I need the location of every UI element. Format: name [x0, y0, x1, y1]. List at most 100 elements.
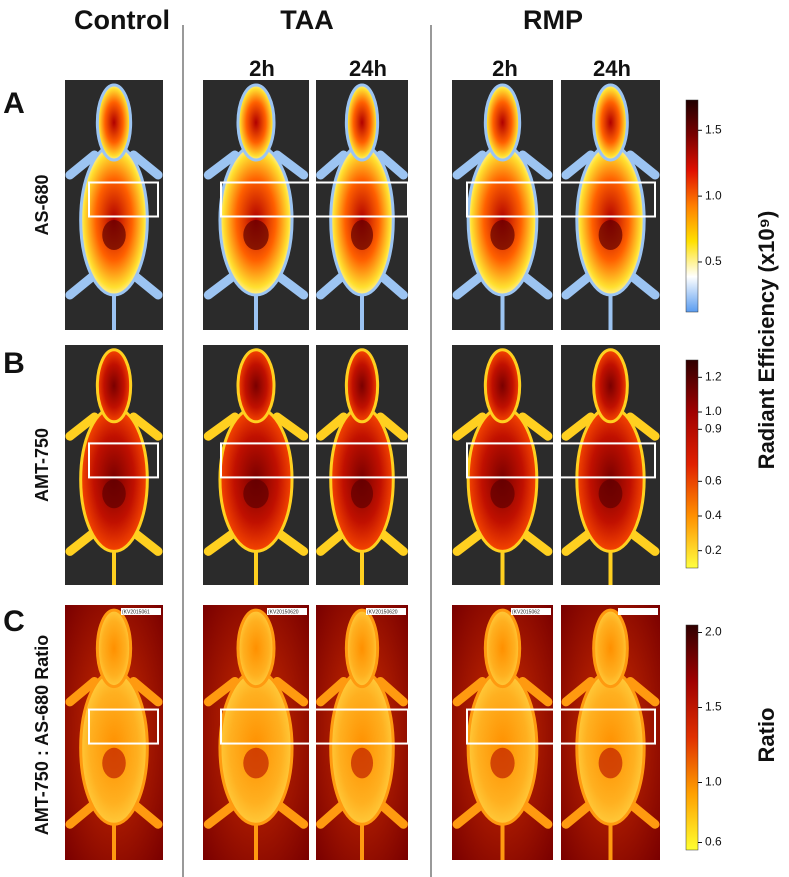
mouse-leg [316, 527, 349, 556]
column-header: Control [74, 5, 170, 35]
mouse-leg [129, 799, 163, 829]
mouse-leg [203, 799, 240, 829]
colorbar-tick-label: 0.9 [705, 422, 722, 436]
mouse-leg [518, 270, 553, 300]
mouse-spot [598, 479, 623, 509]
panel-letter: A [3, 87, 25, 120]
mouse-leg [129, 412, 163, 441]
mouse-image [203, 80, 309, 330]
mouse-leg [65, 527, 99, 556]
colorbar-tick-label: 1.0 [705, 775, 722, 789]
mouse-tail [254, 285, 258, 330]
colorbar-tick-label: 1.5 [705, 700, 722, 714]
timepoint: 2h [492, 56, 518, 81]
mouse-head [592, 608, 629, 689]
mouse-leg [203, 677, 240, 707]
tag-background [366, 608, 406, 615]
mouse-image [316, 80, 408, 330]
mouse-head [483, 83, 522, 162]
colorbar-tick-label: 0.4 [705, 508, 722, 522]
mouse-leg [203, 527, 240, 556]
panel-letter: C [3, 605, 25, 638]
colorbar-tick-label: 0.6 [705, 474, 722, 488]
mouse-leg [375, 270, 408, 300]
roi-box [220, 442, 409, 479]
mouse-spot [490, 220, 515, 250]
mouse-spot [243, 220, 269, 250]
colorbar [685, 99, 699, 313]
mouse-spot [102, 747, 126, 779]
colorbar-tick-label: 1.2 [705, 370, 722, 384]
colorbar-tick-label: 0.2 [705, 543, 722, 557]
mouse-image [561, 80, 660, 330]
mouse-head [236, 608, 276, 689]
mouse-head [344, 348, 380, 424]
mouse-head [95, 83, 133, 162]
mouse-leg [452, 799, 487, 829]
mouse-leg [375, 677, 408, 707]
image-tag: (KV2015061 [122, 609, 150, 615]
mouse-head [236, 83, 276, 162]
mouse-tail [500, 541, 505, 585]
mouse-leg [272, 527, 309, 556]
mouse-leg [129, 270, 163, 300]
mouse-tail [608, 285, 613, 330]
tag-background [121, 608, 161, 615]
roi-box [88, 181, 159, 218]
mouse-tail [608, 541, 613, 585]
mouse-leg [625, 270, 660, 300]
mouse-spot [350, 220, 374, 250]
roi-box [88, 708, 159, 745]
timepoint: 24h [349, 56, 387, 81]
mouse-leg [65, 150, 99, 180]
colorbar [685, 624, 699, 851]
mouse-leg [129, 150, 163, 180]
mouse-spot [490, 747, 515, 779]
mouse-head [592, 83, 629, 162]
tag-background [618, 608, 658, 615]
mouse-spot [598, 747, 623, 779]
mouse-tail [360, 285, 364, 330]
mouse-tail [608, 814, 613, 860]
mouse-spot [350, 479, 374, 509]
colorbar-tick-label: 0.5 [705, 254, 722, 268]
mouse-spot [598, 220, 623, 250]
mouse-leg [272, 150, 309, 180]
mouse-tail [360, 541, 364, 585]
mouse-leg [375, 412, 408, 441]
mouse-leg [272, 799, 309, 829]
mouse-leg [203, 412, 240, 441]
column-header: RMP [523, 5, 583, 35]
mouse-image: (KV2015061 [65, 605, 163, 860]
tag-background [267, 608, 307, 615]
mouse-spot [102, 479, 126, 509]
roi-box [466, 442, 656, 479]
mouse-tail [112, 541, 116, 585]
mouse-tail [500, 285, 505, 330]
image-tag: (KV20150620 [268, 609, 299, 615]
mouse-leg [203, 150, 240, 180]
mouse-head [483, 608, 522, 689]
mouse-spot [102, 220, 126, 250]
mouse-leg [375, 150, 408, 180]
colorbar [685, 359, 699, 569]
mouse-leg [452, 677, 487, 707]
mouse-leg [561, 799, 596, 829]
row-label: AMT-750 : AS-680 Ratio [32, 635, 52, 835]
mouse-leg [65, 412, 99, 441]
mouse-leg [129, 677, 163, 707]
mouse-image [452, 345, 553, 585]
mouse-leg [625, 527, 660, 556]
mouse-leg [65, 677, 99, 707]
mouse-leg [316, 270, 349, 300]
mouse-head [95, 608, 133, 689]
mouse-image [561, 345, 660, 585]
mouse-leg [518, 150, 553, 180]
mouse-leg [625, 150, 660, 180]
image-tag: (KV20150620 [367, 609, 398, 615]
mouse-head [344, 83, 380, 162]
colorbar-tick-label: 1.5 [705, 122, 722, 136]
row-label: AS-680 [32, 174, 52, 235]
mouse-image [561, 605, 660, 860]
mouse-leg [561, 270, 596, 300]
